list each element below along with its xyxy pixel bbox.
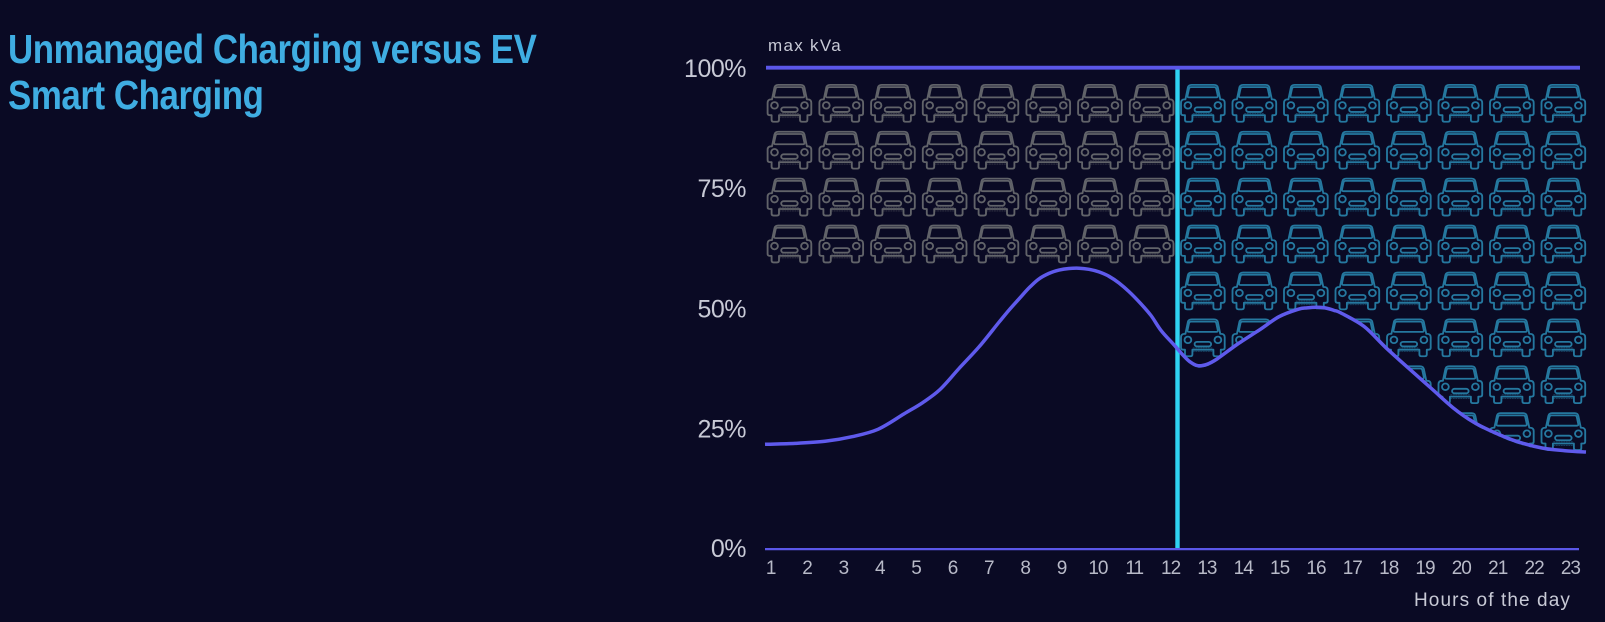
svg-text:1: 1	[766, 558, 776, 579]
svg-text:23: 23	[1561, 558, 1581, 579]
svg-text:19: 19	[1415, 558, 1435, 579]
svg-text:3: 3	[839, 558, 849, 579]
svg-text:22: 22	[1525, 558, 1545, 579]
svg-text:50%: 50%	[697, 295, 746, 323]
svg-text:100%: 100%	[684, 55, 746, 83]
svg-text:5: 5	[911, 558, 921, 579]
svg-text:21: 21	[1488, 558, 1508, 579]
svg-text:11: 11	[1125, 558, 1143, 579]
svg-text:Hours of the day: Hours of the day	[1414, 590, 1571, 611]
svg-text:6: 6	[948, 558, 958, 579]
svg-text:4: 4	[875, 558, 886, 579]
svg-text:12: 12	[1161, 558, 1181, 579]
svg-text:0%: 0%	[711, 535, 746, 563]
svg-text:2: 2	[802, 558, 812, 579]
svg-text:25%: 25%	[697, 416, 746, 444]
svg-text:20: 20	[1452, 558, 1472, 579]
svg-text:7: 7	[984, 558, 994, 579]
svg-text:16: 16	[1306, 558, 1326, 579]
svg-text:14: 14	[1234, 558, 1255, 579]
svg-text:15: 15	[1270, 558, 1290, 579]
svg-text:17: 17	[1343, 558, 1363, 579]
svg-text:18: 18	[1379, 558, 1399, 579]
svg-text:9: 9	[1057, 558, 1067, 579]
svg-text:75%: 75%	[697, 175, 746, 203]
svg-text:max kVa: max kVa	[768, 36, 842, 55]
svg-text:10: 10	[1088, 558, 1108, 579]
svg-text:8: 8	[1020, 558, 1030, 579]
svg-text:13: 13	[1197, 558, 1217, 579]
